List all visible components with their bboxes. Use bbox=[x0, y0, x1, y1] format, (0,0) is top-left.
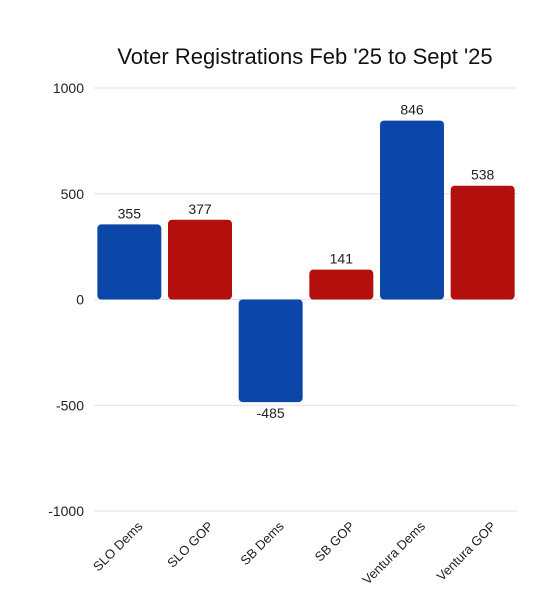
data-label: -485 bbox=[257, 405, 285, 421]
y-tick-label: 500 bbox=[61, 186, 85, 202]
data-label: 355 bbox=[118, 205, 142, 221]
gridlines bbox=[94, 87, 518, 512]
x-tick-label: Ventura GOP bbox=[434, 519, 499, 584]
bar-sb-dems bbox=[238, 299, 303, 403]
bar-slo-dems bbox=[97, 224, 162, 300]
x-tick-label: SLO GOP bbox=[164, 519, 216, 571]
y-tick-label: 0 bbox=[76, 292, 84, 308]
x-tick-label: SB Dems bbox=[237, 518, 287, 568]
data-labels: 355 377 -485 141 846 538 bbox=[118, 102, 495, 422]
y-tick-label: 1000 bbox=[53, 80, 84, 96]
bars bbox=[97, 120, 515, 403]
x-tick-label: SLO Dems bbox=[90, 518, 146, 574]
bar-ventura-dems bbox=[380, 120, 444, 300]
data-label: 538 bbox=[471, 167, 495, 183]
y-axis-tick-labels: 1000 500 0 -500 -1000 bbox=[48, 80, 84, 519]
data-label: 377 bbox=[188, 201, 212, 217]
bar-sb-gop bbox=[309, 269, 374, 300]
y-tick-label: -1000 bbox=[48, 503, 84, 519]
data-label: 846 bbox=[400, 102, 424, 118]
chart-title: Voter Registrations Feb '25 to Sept '25 bbox=[117, 44, 492, 69]
x-tick-label: Ventura Dems bbox=[359, 518, 428, 587]
data-label: 141 bbox=[330, 251, 354, 267]
y-tick-label: -500 bbox=[56, 397, 84, 413]
bar-ventura-gop bbox=[450, 185, 515, 300]
x-axis-tick-labels: SLO Dems SLO GOP SB Dems SB GOP Ventura Dems… bbox=[90, 518, 499, 587]
bar-slo-gop bbox=[168, 219, 232, 300]
x-tick-label: SB GOP bbox=[312, 519, 358, 565]
